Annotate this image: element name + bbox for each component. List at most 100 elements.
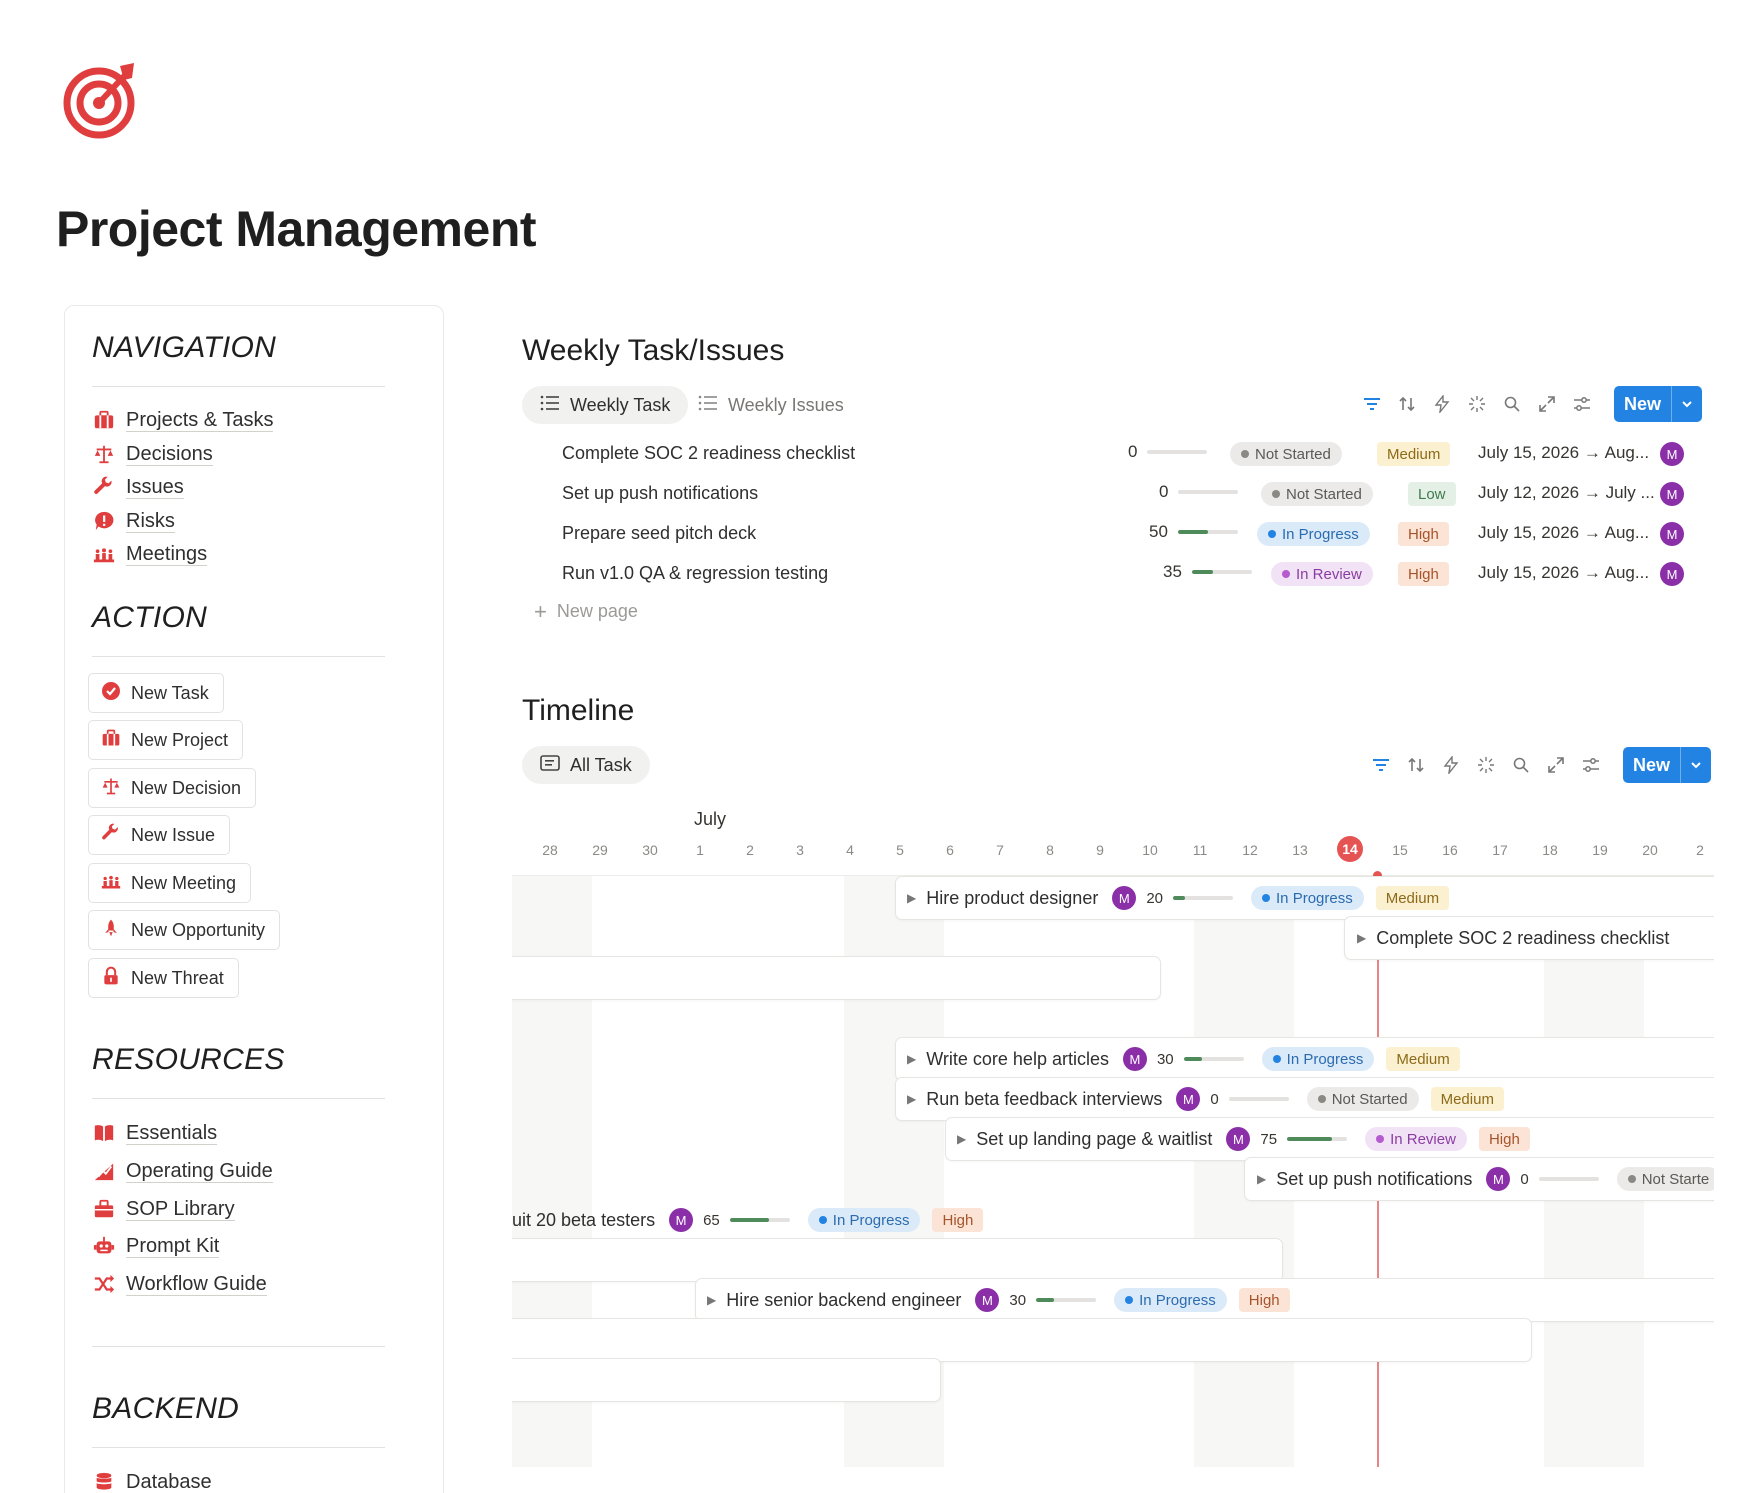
timeline-bar[interactable] [945,1117,1714,1161]
timeline-day-label: 12 [1242,842,1258,858]
status-badge: Not Started [1261,482,1373,506]
new-opportunity-button[interactable]: New Opportunity [88,910,281,950]
nav-link-label: Essentials [126,1121,218,1145]
settings-icon[interactable] [1582,756,1600,774]
new-decision-button[interactable]: New Decision [88,768,257,808]
table-row[interactable]: Complete SOC 2 readiness checklist 0 Not… [562,434,1692,474]
task-name[interactable]: Run v1.0 QA & regression testing [562,563,829,583]
nav-link-label: Meetings [126,542,208,566]
new-task-button[interactable]: New Task [88,673,224,713]
task-name[interactable]: Complete SOC 2 readiness checklist [562,443,856,463]
timeline-view[interactable]: July 27282930123456789101112131415161718… [512,797,1714,1467]
tab-all-task[interactable]: All Task [522,746,650,784]
table-row[interactable]: Prepare seed pitch deck 50 In Progress H… [562,514,1692,554]
nav-link-meetings[interactable]: Meetings [92,539,208,569]
timeline-item[interactable]: ▶ Run beta feedback interviews M 0 Not S… [907,1084,1504,1114]
new-button[interactable]: New [1623,747,1712,783]
status-badge: In Review [1365,1127,1467,1151]
task-name[interactable]: Set up push notifications [562,483,759,503]
chart-icon [92,1159,116,1183]
nav-link-workflow-guide[interactable]: Workflow Guide [92,1269,267,1299]
timeline-day-label: 20 [1642,842,1658,858]
nav-link-operating-guide[interactable]: Operating Guide [92,1156,273,1186]
nav-link-sop-library[interactable]: SOP Library [92,1194,235,1224]
new-page-button[interactable]: + New page [534,598,638,624]
expand-arrow-icon[interactable]: ▶ [1257,1172,1267,1186]
nav-link-prompt-kit[interactable]: Prompt Kit [92,1231,220,1261]
search-icon[interactable] [1512,756,1530,774]
timeline-bar[interactable] [512,956,1161,1000]
new-button-label[interactable]: New [1614,386,1673,422]
navigation-panel: NAVIGATION Projects & Tasks Decisions Is… [64,305,444,1493]
timeline-bar[interactable] [1344,916,1714,960]
nav-link-essentials[interactable]: Essentials [92,1118,218,1148]
timeline-item[interactable]: ▶ Write core help articles M 30 In Progr… [907,1044,1460,1074]
new-button-label[interactable]: New [1623,747,1682,783]
task-name[interactable]: Prepare seed pitch deck [562,523,757,543]
timeline-day-label: 2 [746,842,754,858]
timeline-bar[interactable] [512,1318,1532,1362]
progress: 0 [1128,442,1208,462]
tab-label: All Task [570,754,632,775]
expand-arrow-icon[interactable]: ▶ [907,1092,917,1106]
timeline-day-label: 4 [846,842,854,858]
filter-icon[interactable] [1363,395,1381,413]
divider [92,1346,385,1347]
nav-link-projects-tasks[interactable]: Projects & Tasks [92,405,274,435]
new-button[interactable]: New [1614,386,1703,422]
timeline-item[interactable]: ▶ Hire product designer M 20 In Progress… [907,883,1450,913]
timeline-item[interactable]: ▶ Hire senior backend engineer M 30 In P… [707,1285,1290,1315]
sort-icon[interactable] [1407,756,1425,774]
search-icon[interactable] [1503,395,1521,413]
new-threat-button[interactable]: New Threat [88,958,239,998]
timeline-bar[interactable] [512,1238,1283,1282]
nav-link-label: SOP Library [126,1197,235,1221]
new-issue-button[interactable]: New Issue [88,815,231,855]
timeline-bar[interactable] [512,1358,941,1402]
sparkle-icon[interactable] [1468,395,1486,413]
expand-arrow-icon[interactable]: ▶ [907,1052,917,1066]
timeline-icon [540,754,560,777]
expand-arrow-icon[interactable]: ▶ [957,1132,967,1146]
settings-icon[interactable] [1573,395,1591,413]
new-project-button[interactable]: New Project [88,720,244,760]
timeline-day-label: 28 [542,842,558,858]
nav-link-issues[interactable]: Issues [92,472,184,502]
timeline-item[interactable]: uit 20 beta testers M 65 In Progress Hig… [512,1205,984,1235]
timeline-month: July [694,809,727,829]
expand-arrow-icon[interactable]: ▶ [907,891,917,905]
table-row[interactable]: Set up push notifications 0 Not Started … [562,474,1692,514]
nav-link-decisions[interactable]: Decisions [92,439,213,469]
timeline-day-label: 15 [1392,842,1408,858]
scales-icon [101,776,121,801]
nav-link-database[interactable]: Database [92,1467,212,1493]
sparkle-icon[interactable] [1477,756,1495,774]
divider [92,1098,385,1099]
chevron-down-icon[interactable] [1681,747,1711,783]
tab-weekly-task[interactable]: Weekly Task [522,386,689,424]
expand-arrow-icon[interactable]: ▶ [707,1293,717,1307]
timeline-day-label: 11 [1192,842,1208,858]
filter-icon[interactable] [1372,756,1390,774]
new-meeting-button[interactable]: New Meeting [88,863,252,903]
sort-icon[interactable] [1398,395,1416,413]
tab-weekly-issues[interactable]: Weekly Issues [680,386,862,424]
lightning-icon[interactable] [1433,395,1451,413]
lightning-icon[interactable] [1442,756,1460,774]
people-icon [101,871,121,896]
expand-icon[interactable] [1547,756,1565,774]
timeline-day-label: 5 [896,842,904,858]
chevron-down-icon[interactable] [1672,386,1702,422]
table-row[interactable]: Run v1.0 QA & regression testing 35 In R… [562,554,1692,594]
status-badge: Not Started [1306,1087,1419,1111]
plus-icon: + [534,598,547,624]
timeline-item[interactable]: ▶ Set up push notifications M 0 Not Star… [1257,1164,1714,1194]
avatar: M [1176,1087,1201,1111]
expand-arrow-icon[interactable]: ▶ [1357,931,1367,945]
progress-bar [1183,1057,1244,1061]
nav-link-risks[interactable]: Risks [92,506,175,536]
timeline-item[interactable]: ▶ Complete SOC 2 readiness checklist [1357,927,1670,948]
timeline-item[interactable]: ▶ Set up landing page & waitlist M 75 In… [957,1124,1530,1154]
expand-icon[interactable] [1538,395,1556,413]
navigation-heading: NAVIGATION [92,331,277,364]
